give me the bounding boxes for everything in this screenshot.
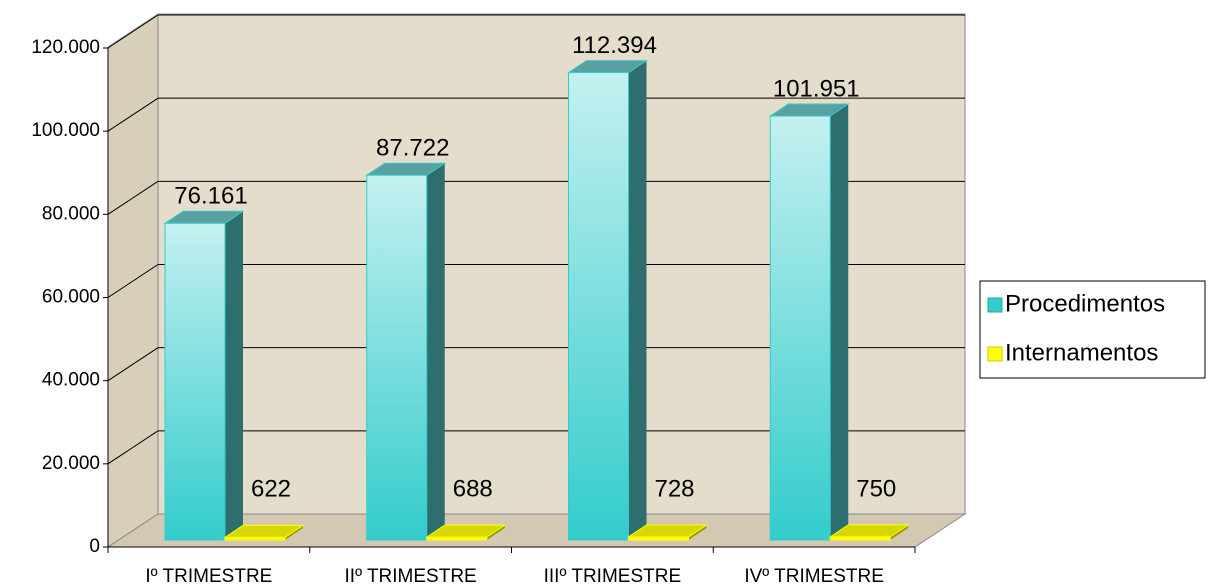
bar [163, 210, 245, 541]
bar-side [285, 525, 303, 540]
bar-side [628, 60, 647, 540]
y-tick-label: 0 [89, 536, 100, 557]
bar-front [829, 536, 891, 541]
bar-side [225, 211, 243, 540]
y-tick-label: 40.000 [42, 370, 100, 391]
bar-front [568, 72, 629, 541]
bar-front [224, 536, 286, 541]
grid-line [107, 347, 159, 382]
bar-front [628, 536, 689, 541]
y-tick-label: 120.000 [31, 37, 100, 58]
value-label: 622 [251, 475, 291, 502]
legend-swatch [987, 346, 1003, 362]
bar-side [830, 104, 849, 540]
legend-label: Internamentos [1005, 339, 1158, 366]
bar-front [769, 115, 831, 541]
bar-side [486, 525, 505, 540]
legend-label: Procedimentos [1005, 290, 1165, 317]
bar [768, 103, 850, 541]
bar-front [366, 174, 428, 541]
bar-front [426, 536, 488, 541]
value-label: 76.161 [174, 183, 247, 210]
bar [365, 162, 447, 541]
x-tick-label: IVº TRIMESTRE [744, 566, 884, 586]
bar-front [164, 222, 226, 541]
legend-swatch [987, 297, 1003, 313]
bar-side [426, 163, 445, 540]
y-tick-label: 100.000 [31, 120, 100, 141]
bar [425, 524, 507, 541]
value-label: 112.394 [572, 32, 657, 59]
x-tick-label: Iº TRIMESTRE [145, 566, 272, 586]
bar [223, 524, 305, 541]
bar [566, 60, 649, 541]
value-label: 728 [654, 475, 694, 502]
value-label: 750 [856, 475, 896, 502]
grid-line [107, 180, 159, 215]
value-label: 87.722 [376, 135, 449, 162]
grid-line [107, 264, 159, 298]
y-tick-label: 20.000 [42, 453, 100, 474]
grid-line [107, 97, 159, 132]
value-label: 101.951 [773, 75, 860, 102]
bar-side [688, 524, 707, 540]
legend [979, 280, 1206, 379]
x-tick-label: IIº TRIMESTRE [345, 566, 477, 586]
bar-side [890, 524, 909, 540]
x-tick-label: IIIº TRIMESTRE [544, 566, 682, 586]
y-tick-label: 80.000 [42, 203, 100, 224]
value-label: 688 [453, 475, 493, 502]
bar [626, 524, 709, 541]
bar [828, 524, 910, 541]
grid-line [107, 430, 159, 465]
grid-line [107, 14, 159, 49]
y-tick-label: 60.000 [42, 287, 100, 308]
